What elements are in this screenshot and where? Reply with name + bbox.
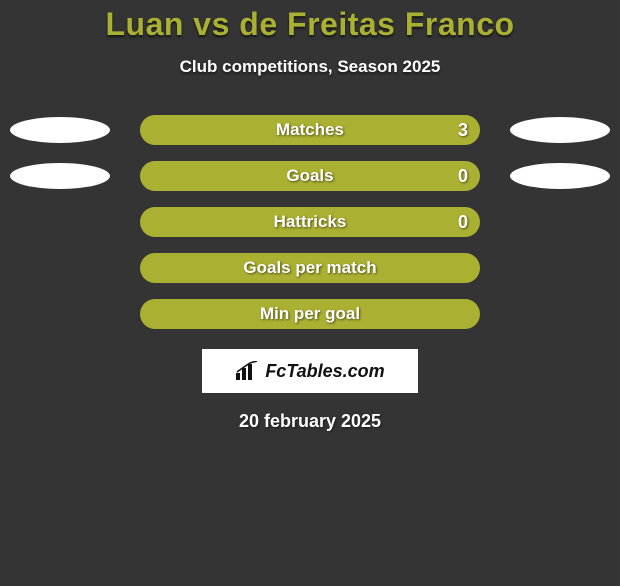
branding-box: FcTables.com: [202, 349, 418, 393]
left-ellipse: [10, 117, 110, 143]
stat-row: Matches 3: [0, 115, 620, 145]
right-ellipse: [510, 163, 610, 189]
date-text: 20 february 2025: [0, 411, 620, 432]
stat-bar: Matches 3: [140, 115, 480, 145]
stat-label: Goals: [286, 166, 333, 186]
stat-bar: Goals per match: [140, 253, 480, 283]
page-title: Luan vs de Freitas Franco: [0, 6, 620, 43]
stat-value: 3: [458, 120, 468, 141]
bars-icon: [235, 361, 259, 381]
branding-text: FcTables.com: [265, 361, 384, 382]
stat-row: Min per goal: [0, 299, 620, 329]
page-subtitle: Club competitions, Season 2025: [0, 57, 620, 77]
stats-rows: Matches 3 Goals 0 Hattricks 0 Goals per match M…: [0, 115, 620, 329]
stat-row: Goals 0: [0, 161, 620, 191]
stat-bar: Hattricks 0: [140, 207, 480, 237]
stat-label: Matches: [276, 120, 344, 140]
stat-label: Hattricks: [274, 212, 347, 232]
stat-value: 0: [458, 166, 468, 187]
stat-bar: Min per goal: [140, 299, 480, 329]
stat-row: Goals per match: [0, 253, 620, 283]
stat-value: 0: [458, 212, 468, 233]
stat-bar: Goals 0: [140, 161, 480, 191]
stat-label: Goals per match: [243, 258, 376, 278]
left-ellipse: [10, 163, 110, 189]
stat-row: Hattricks 0: [0, 207, 620, 237]
stat-label: Min per goal: [260, 304, 360, 324]
right-ellipse: [510, 117, 610, 143]
